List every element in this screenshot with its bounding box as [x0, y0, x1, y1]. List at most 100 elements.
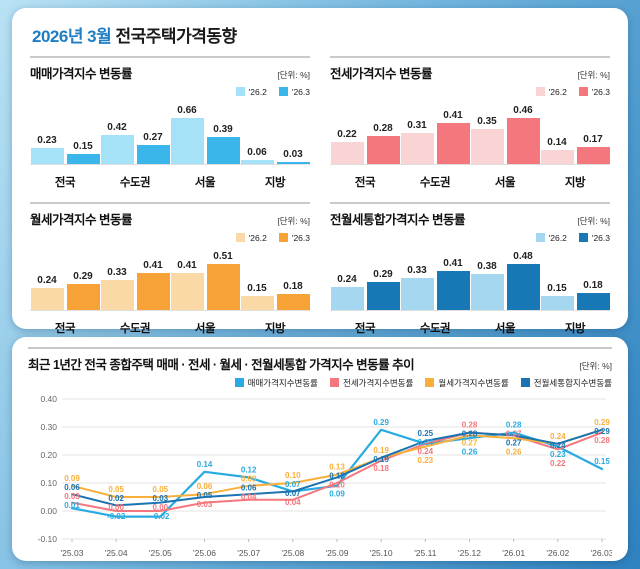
- category-label: 서울: [494, 177, 516, 189]
- legend-item: 전월세통합지수변동률: [520, 377, 612, 389]
- x-tick-label: '26.01: [502, 548, 525, 558]
- bar-value-label: 0.24: [337, 274, 357, 285]
- legend-label: 전세가격지수변동률: [343, 377, 414, 388]
- unit-label: [단위: %]: [277, 70, 310, 80]
- bar: 0.41: [170, 260, 204, 310]
- point-label: 0.27: [462, 439, 478, 448]
- trend-card: 최근 1년간 전국 종합주택 매매 · 전세 · 월세 · 전월세통합 가격지수…: [12, 337, 628, 561]
- bar: 0.33: [400, 265, 434, 310]
- bar-panel-wolse: 월세가격지수 변동률 [단위: %] '26.2 '26.3 0.24 0.29 0…: [30, 202, 310, 338]
- bar-value-label: 0.18: [283, 280, 303, 292]
- bar: 0.24: [330, 274, 364, 310]
- legend: '26.2 '26.3: [330, 85, 610, 98]
- bar: 0.28: [366, 123, 400, 164]
- legend-label: '26.3: [291, 86, 310, 97]
- bar-value-label: 0.39: [213, 123, 233, 135]
- bar-panel-sale: 매매가격지수 변동률 [단위: %] '26.2 '26.3 0.23 0.15 0…: [30, 56, 310, 192]
- category-label: 서울: [194, 323, 216, 335]
- point-label: 0.12: [241, 465, 257, 474]
- legend-swatch: [578, 233, 588, 242]
- bar-value-label: 0.42: [107, 121, 127, 133]
- bar: 0.29: [66, 271, 100, 310]
- point-label: 0.29: [594, 427, 610, 436]
- bar: 0.66: [170, 105, 204, 164]
- point-label: 0.19: [373, 446, 389, 455]
- bar: 0.41: [136, 260, 170, 310]
- bar-value-label: 0.38: [477, 260, 497, 272]
- series-line: [71, 428, 603, 498]
- series-line: [71, 428, 603, 507]
- bar-group: 0.23 0.15: [30, 135, 100, 164]
- point-label: 0.05: [197, 491, 213, 500]
- bar: 0.51: [206, 251, 240, 310]
- category-label: 수도권: [119, 323, 151, 335]
- x-tick-label: '25.09: [326, 548, 349, 558]
- point-label: 0.13: [329, 463, 345, 472]
- y-tick-label: -0.10: [38, 534, 58, 544]
- point-label: 0.05: [108, 485, 124, 494]
- point-label: 0.23: [550, 450, 566, 459]
- point-label: 0.07: [285, 489, 301, 498]
- legend-item: 전세가격지수변동률: [330, 377, 413, 389]
- legend-label: 월세가격지수변동률: [438, 377, 509, 388]
- bar: 0.35: [470, 116, 504, 164]
- bar: 0.03: [276, 149, 310, 164]
- point-label: 0.03: [153, 494, 169, 503]
- bar-value-label: 0.51: [213, 251, 233, 262]
- bar: 0.24: [30, 275, 64, 310]
- bar-value-label: 0.17: [583, 134, 603, 145]
- unit-label: [단위: %]: [577, 70, 610, 80]
- bar-chart: 0.24 0.29 0.33 0.41 0.41 0.51 0.15 0.18: [30, 248, 310, 311]
- point-label: 0.05: [153, 485, 169, 494]
- bar-panel-combined: 전월세통합가격지수 변동률 [단위: %] '26.2 '26.3 0.24 0.…: [330, 202, 610, 338]
- bar-group: 0.66 0.39: [170, 105, 240, 164]
- bar-value-label: 0.28: [373, 123, 393, 134]
- legend-label: '26.3: [291, 232, 310, 243]
- trend-line-chart: 0.40 0.30 0.20 0.10 0.00 -0.10'25.03 '25.04 '25…: [38, 394, 612, 558]
- legend-swatch: [535, 87, 545, 96]
- legend-item: '26.3: [278, 232, 310, 243]
- point-label: -0.02: [107, 512, 126, 521]
- bar-group: 0.15 0.18: [240, 281, 310, 310]
- x-tick-label: '26.02: [546, 548, 569, 558]
- legend: '26.2 '26.3: [30, 85, 310, 98]
- bar-group: 0.15 0.18: [540, 280, 610, 310]
- legend-swatch: [278, 233, 288, 242]
- bar: 0.31: [400, 120, 434, 164]
- point-label: 0.19: [373, 455, 389, 464]
- bar-group: 0.24 0.29: [30, 271, 100, 310]
- bar-value-label: 0.03: [283, 148, 303, 160]
- legend-swatch: [235, 87, 245, 96]
- category-label: 지방: [264, 177, 286, 189]
- bar-value-label: 0.33: [407, 265, 427, 277]
- bar-group: 0.35 0.46: [470, 105, 540, 164]
- category-row: 전국 수도권 서울 지방: [30, 174, 310, 190]
- legend-label: '26.3: [591, 232, 610, 243]
- bar-value-label: 0.18: [583, 279, 603, 291]
- trend-legend: 매매가격지수변동률 전세가격지수변동률 월세가격지수변동률 전월세통합지수변동률: [28, 376, 612, 389]
- point-label: 0.10: [329, 481, 345, 490]
- point-label: 0.26: [506, 448, 522, 457]
- point-label: 0.26: [462, 448, 478, 457]
- bar-value-label: 0.15: [73, 140, 93, 152]
- summary-card: 2026년 3월 전국주택가격동향 매매가격지수 변동률 [단위: %] '26…: [12, 8, 628, 335]
- bar: 0.23: [30, 135, 64, 164]
- x-tick-label: '25.12: [458, 548, 481, 558]
- x-tick-label: '25.04: [105, 548, 128, 558]
- bar-group: 0.42 0.27: [100, 122, 170, 164]
- bar-chart: 0.23 0.15 0.42 0.27 0.66 0.39 0.06 0.03: [30, 102, 310, 165]
- point-label: 0.25: [418, 429, 434, 438]
- point-label: 0.28: [462, 421, 478, 430]
- point-label: 0.03: [197, 500, 213, 509]
- bar-chart: 0.24 0.29 0.33 0.41 0.38 0.48 0.15 0.18: [330, 248, 610, 311]
- point-label: 0.24: [418, 438, 434, 447]
- category-row: 전국 수도권 서울 지방: [330, 320, 610, 336]
- legend-label: '26.2: [548, 86, 567, 97]
- legend-swatch: [578, 87, 588, 96]
- point-label: 0.09: [64, 474, 80, 483]
- bar: 0.18: [576, 280, 610, 310]
- legend-label: '26.2: [248, 86, 267, 97]
- bar-group: 0.24 0.29: [330, 269, 400, 310]
- legend-item: 매매가격지수변동률: [234, 377, 318, 389]
- point-label: 0.06: [241, 483, 257, 492]
